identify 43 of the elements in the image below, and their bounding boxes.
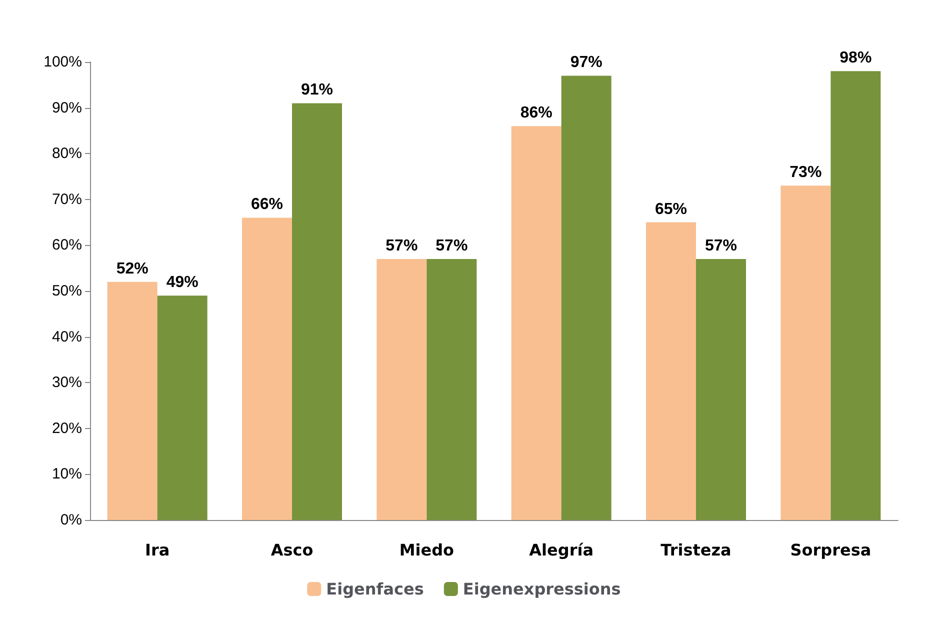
data-label: 57% (704, 237, 738, 254)
y-tick-label: 40% (52, 328, 82, 346)
bar (561, 76, 612, 520)
y-tick-label: 50% (52, 282, 82, 300)
data-label: 49% (166, 274, 198, 292)
bar (426, 258, 477, 520)
data-label: 73% (790, 164, 822, 182)
x-tick-label: Ira (145, 540, 170, 560)
legend-label: Eigenfaces (326, 580, 424, 598)
data-label: 98% (840, 50, 872, 67)
bar (511, 126, 562, 520)
bar (107, 282, 158, 520)
y-tick-label: 100% (44, 54, 82, 70)
bar (292, 103, 342, 520)
bar (696, 258, 746, 520)
legend-label: Eigenexpressions (462, 580, 621, 598)
x-tick-label: Miedo (399, 540, 454, 560)
bar (830, 71, 881, 520)
data-label: 91% (300, 82, 334, 99)
data-label: 57% (386, 237, 418, 254)
x-tick-label: Sorpresa (790, 540, 872, 560)
bar (242, 218, 292, 520)
x-tick-label: Tristeza (660, 540, 732, 560)
y-tick-label: 70% (52, 190, 82, 208)
bar (780, 186, 831, 520)
data-label: 97% (570, 54, 602, 72)
y-tick-label: 20% (52, 420, 82, 437)
data-label: 66% (250, 196, 284, 214)
x-tick-label: Alegría (529, 540, 594, 560)
y-tick-label: 60% (52, 236, 82, 254)
y-tick-label: 30% (52, 374, 82, 392)
data-label: 65% (654, 200, 688, 218)
bar (376, 258, 427, 520)
y-tick-label: 80% (52, 145, 82, 162)
data-label: 86% (520, 104, 552, 122)
y-tick-label: 0% (60, 512, 82, 528)
bar (157, 296, 208, 520)
y-tick-label: 90% (52, 99, 82, 116)
data-label: 57% (436, 237, 468, 254)
bar (646, 222, 696, 520)
data-label: 52% (116, 260, 148, 278)
x-tick-label: Asco (270, 540, 314, 560)
y-tick-label: 10% (52, 466, 82, 483)
